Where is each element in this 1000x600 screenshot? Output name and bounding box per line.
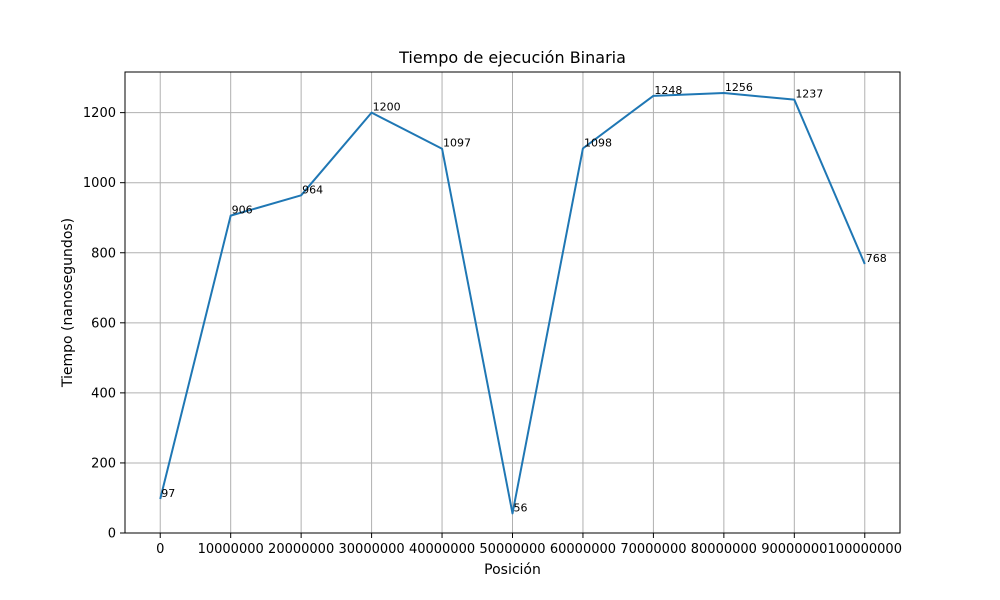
x-tick-label: 80000000 <box>691 542 757 557</box>
x-tick-label: 20000000 <box>268 542 334 557</box>
data-label: 1248 <box>654 84 682 97</box>
y-tick-label: 800 <box>91 246 116 261</box>
data-label: 906 <box>232 204 253 217</box>
x-tick-label: 0 <box>156 542 164 557</box>
x-tick-label: 60000000 <box>550 542 616 557</box>
x-tick-label: 100000000 <box>828 542 902 557</box>
data-label: 1097 <box>443 137 471 150</box>
y-tick-label: 400 <box>91 386 116 401</box>
x-tick-label: 50000000 <box>479 542 545 557</box>
y-axis: 0 200 400 600 800 1000 1200 <box>83 106 125 542</box>
y-tick-label: 200 <box>91 456 116 471</box>
data-labels: 97 906 964 1200 1097 56 1098 1248 1256 1237 768 <box>161 81 887 514</box>
data-label: 1256 <box>725 81 753 94</box>
x-tick-label: 90000000 <box>761 542 827 557</box>
chart-title: Tiempo de ejecución Binaria <box>398 48 626 67</box>
data-label: 56 <box>514 501 528 514</box>
y-tick-label: 600 <box>91 316 116 331</box>
y-tick-label: 1000 <box>83 176 116 191</box>
y-tick-label: 0 <box>108 527 116 542</box>
data-label: 1200 <box>373 101 401 114</box>
x-tick-label: 70000000 <box>620 542 686 557</box>
data-label: 964 <box>302 183 323 196</box>
data-label: 97 <box>161 487 175 500</box>
x-tick-label: 30000000 <box>339 542 405 557</box>
y-axis-label: Tiempo (nanosegundos) <box>60 218 76 388</box>
x-axis: 0 10000000 20000000 30000000 40000000 5000000… <box>156 533 902 557</box>
x-tick-label: 10000000 <box>198 542 264 557</box>
data-label: 1098 <box>584 136 612 149</box>
x-tick-label: 40000000 <box>409 542 475 557</box>
series-layer <box>159 92 866 515</box>
y-tick-label: 1200 <box>83 106 116 121</box>
data-label: 768 <box>866 252 887 265</box>
data-label: 1237 <box>795 88 823 101</box>
x-axis-label: Posición <box>484 562 541 578</box>
